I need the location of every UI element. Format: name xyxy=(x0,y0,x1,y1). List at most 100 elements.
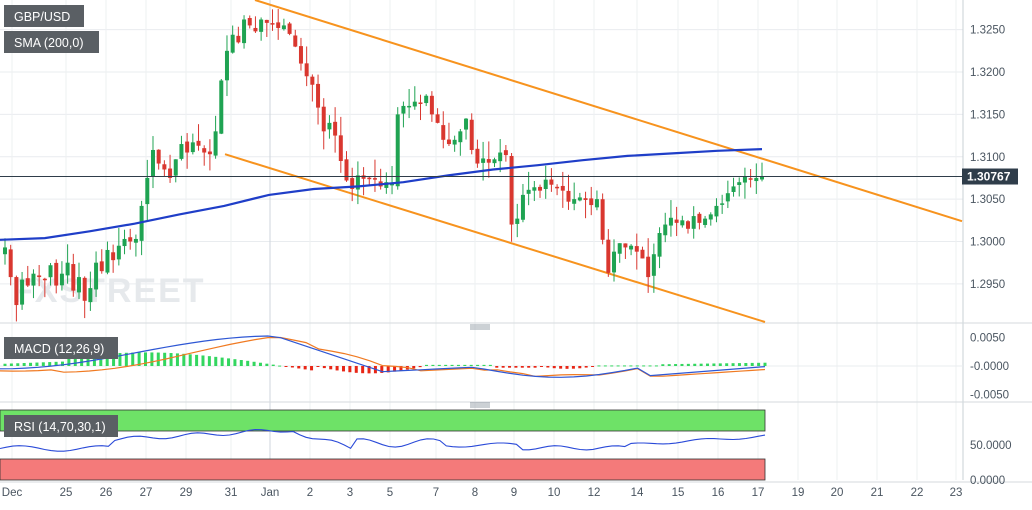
candle-body xyxy=(617,243,622,254)
candle-body xyxy=(714,205,719,217)
candle-body xyxy=(321,106,326,132)
candle-body xyxy=(139,205,144,241)
macd-histogram-bar xyxy=(310,366,314,371)
x-tick-label: 21 xyxy=(871,487,884,499)
macd-histogram-bar xyxy=(712,363,716,366)
macd-histogram-bar xyxy=(610,365,614,367)
macd-histogram-bar xyxy=(118,353,122,366)
macd-histogram-bar xyxy=(150,352,154,366)
sma-line xyxy=(0,148,763,241)
macd-histogram-bar xyxy=(642,365,646,367)
candle-body xyxy=(680,220,685,226)
candle-body xyxy=(31,273,36,286)
macd-histogram-bar xyxy=(757,362,761,366)
rsi-y-tick-label: 50.0000 xyxy=(970,440,1012,452)
sma-label[interactable]: SMA (200,0) xyxy=(4,31,99,53)
candle-body xyxy=(401,105,406,114)
macd-histogram-bar xyxy=(239,360,243,366)
candle-body xyxy=(304,63,309,77)
macd-line xyxy=(0,335,766,378)
macd-label[interactable]: MACD (12,26,9) xyxy=(4,337,118,359)
macd-histogram-bar xyxy=(578,366,582,369)
macd-histogram-bar xyxy=(635,365,639,367)
x-tick-label: 26 xyxy=(100,487,113,499)
macd-histogram-bar xyxy=(725,363,729,366)
macd-histogram-bar xyxy=(348,366,352,373)
candle-body xyxy=(327,122,332,130)
pane-resize-handle-rsi[interactable] xyxy=(470,402,490,408)
macd-histogram-bar xyxy=(335,366,339,371)
macd-histogram-bar xyxy=(22,363,26,366)
macd-histogram-bar xyxy=(418,366,422,368)
candle-body xyxy=(8,249,13,278)
macd-histogram-bar xyxy=(169,353,173,366)
candle-body xyxy=(111,252,116,261)
macd-y-tick-label: 0.0050 xyxy=(970,333,1005,345)
candle-body xyxy=(71,264,76,291)
macd-histogram-bar xyxy=(565,366,569,369)
candle-body xyxy=(179,144,184,159)
macd-histogram-bar xyxy=(252,361,256,366)
candle-body xyxy=(185,141,190,153)
macd-histogram-bar xyxy=(584,366,588,368)
macd-histogram-bar xyxy=(322,366,326,369)
x-tick-label: 19 xyxy=(792,487,805,499)
candle-body xyxy=(264,19,269,23)
macd-histogram-bar xyxy=(16,363,20,366)
sma-label-text: SMA (200,0) xyxy=(14,36,83,50)
candle-body xyxy=(503,150,508,156)
macd-histogram-bar xyxy=(495,366,499,368)
candle-body xyxy=(333,121,338,136)
candle-body xyxy=(298,46,303,64)
candle-body xyxy=(156,149,161,164)
macd-histogram-bar xyxy=(124,352,128,366)
candle-body xyxy=(338,135,343,161)
x-tick-label: 7 xyxy=(433,487,439,499)
symbol-label: GBP/USD xyxy=(4,5,84,27)
candle-body xyxy=(737,182,742,185)
macd-histogram-bar xyxy=(437,364,441,366)
macd-histogram-bar xyxy=(508,366,512,368)
pane-resize-handle-macd[interactable] xyxy=(470,324,490,330)
candle-body xyxy=(572,199,577,204)
y-tick-label: 1.3150 xyxy=(970,109,1005,121)
x-tick-label: 3 xyxy=(347,487,353,499)
macd-histogram-bar xyxy=(265,363,269,366)
candle-body xyxy=(213,131,218,156)
macd-histogram-bar xyxy=(258,362,262,366)
candle-body xyxy=(629,245,634,250)
macd-histogram-bar xyxy=(290,366,294,368)
macd-histogram-bar xyxy=(520,366,524,368)
macd-histogram-bar xyxy=(693,363,697,366)
candle-body xyxy=(498,152,503,162)
candle-body xyxy=(691,216,696,229)
candle-body xyxy=(640,249,645,259)
macd-histogram-bar xyxy=(763,362,767,366)
candle-body xyxy=(600,199,605,240)
candle-body xyxy=(59,273,64,286)
candle-body xyxy=(560,185,565,191)
macd-histogram-bar xyxy=(654,365,658,367)
candle-body xyxy=(173,159,178,176)
candle-body xyxy=(94,262,99,290)
candle-body xyxy=(731,186,736,192)
macd-histogram-bar xyxy=(361,366,365,374)
macd-histogram-bar xyxy=(674,364,678,366)
candle-body xyxy=(418,102,423,104)
macd-histogram-bar xyxy=(207,356,211,366)
candle-body xyxy=(25,278,30,286)
candle-body xyxy=(429,95,434,115)
candle-body xyxy=(287,23,292,34)
x-tick-label: 23 xyxy=(950,487,963,499)
candle-body xyxy=(549,179,554,185)
macd-histogram-bar xyxy=(246,360,250,366)
x-tick-label: 12 xyxy=(588,487,601,499)
candle-body xyxy=(270,23,275,25)
y-tick-label: 1.3050 xyxy=(970,194,1005,206)
rsi-label[interactable]: RSI (14,70,30,1) xyxy=(4,415,118,437)
rsi-y-tick-label: 0.0000 xyxy=(970,475,1005,487)
macd-histogram-bar xyxy=(329,366,333,370)
macd-histogram-bar xyxy=(29,362,33,366)
